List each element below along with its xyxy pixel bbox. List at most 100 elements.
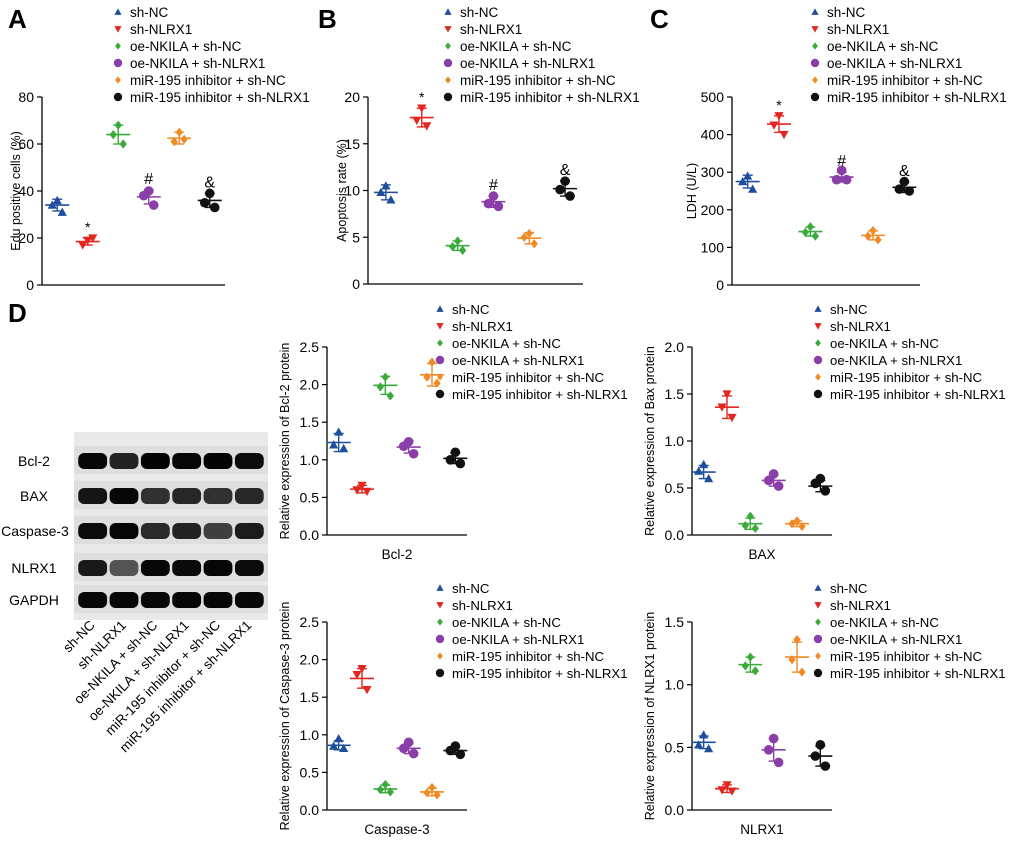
significance-mark: # bbox=[489, 177, 498, 194]
data-point bbox=[773, 481, 784, 491]
legend-label: miR-195 inhibitor + sh-NLRX1 bbox=[130, 90, 310, 105]
legend-marker bbox=[437, 373, 443, 381]
data-point bbox=[741, 661, 750, 671]
data-point bbox=[717, 786, 727, 795]
y-tick-label: 0.5 bbox=[665, 739, 685, 755]
legend-marker bbox=[114, 26, 122, 33]
legend-label: sh-NC bbox=[830, 302, 868, 317]
legend-marker bbox=[813, 634, 823, 644]
legend-marker bbox=[437, 652, 443, 660]
y-tick-label: 1.5 bbox=[665, 614, 685, 630]
y-tick-label: 0 bbox=[716, 277, 724, 293]
data-point bbox=[357, 481, 367, 490]
significance-mark: # bbox=[144, 171, 153, 188]
legend-label: miR-195 inhibitor + sh-NC bbox=[452, 370, 605, 385]
data-point bbox=[381, 372, 390, 382]
data-point bbox=[88, 234, 98, 243]
y-axis-title: LDH (U/L) bbox=[685, 163, 699, 219]
y-tick-label: 0.0 bbox=[665, 802, 685, 818]
data-point bbox=[445, 455, 456, 465]
significance-mark: & bbox=[204, 174, 215, 191]
legend-marker bbox=[113, 58, 123, 68]
data-point bbox=[560, 176, 570, 186]
data-point bbox=[376, 187, 386, 197]
data-point bbox=[199, 197, 210, 208]
data-point bbox=[694, 466, 704, 475]
y-tick-label: 15 bbox=[344, 136, 360, 152]
data-point bbox=[727, 413, 737, 423]
data-point bbox=[793, 634, 801, 645]
y-tick-label: 20 bbox=[344, 89, 360, 105]
data-point bbox=[458, 245, 467, 255]
legend-label: oe-NKILA + sh-NLRX1 bbox=[827, 56, 962, 71]
data-point bbox=[748, 184, 758, 193]
blot-band bbox=[109, 560, 139, 576]
data-point bbox=[433, 790, 441, 800]
data-point bbox=[329, 741, 339, 750]
data-point bbox=[836, 165, 847, 176]
legend-marker bbox=[815, 652, 821, 660]
data-point bbox=[741, 521, 750, 531]
data-point bbox=[417, 104, 427, 113]
data-point bbox=[899, 176, 910, 187]
data-point bbox=[455, 458, 466, 469]
y-tick-label: 300 bbox=[701, 164, 725, 180]
data-point bbox=[864, 231, 872, 241]
legend-label: sh-NC bbox=[452, 581, 490, 596]
y-tick-label: 1.5 bbox=[300, 414, 320, 430]
blot-band bbox=[203, 523, 233, 539]
data-point bbox=[769, 121, 779, 130]
legend-marker bbox=[811, 8, 819, 15]
blot-band bbox=[109, 523, 139, 539]
data-point bbox=[717, 403, 727, 412]
data-point bbox=[57, 207, 67, 216]
data-point bbox=[738, 177, 748, 186]
data-point bbox=[357, 664, 367, 674]
data-point bbox=[334, 427, 344, 436]
y-tick-label: 0.0 bbox=[665, 527, 685, 543]
legend-label: miR-195 inhibitor + sh-NLRX1 bbox=[830, 666, 1006, 681]
data-point bbox=[339, 443, 349, 453]
data-point bbox=[138, 190, 149, 201]
x-axis-title: Bcl-2 bbox=[382, 547, 413, 562]
blot-row-label: BAX bbox=[20, 488, 49, 504]
data-point bbox=[148, 200, 159, 210]
data-point bbox=[352, 670, 362, 680]
legend: sh-NC sh-NLRX1 oe-NKILA + sh-NC oe-NKILA + … bbox=[113, 5, 310, 105]
data-point bbox=[329, 440, 339, 449]
legend: sh-NC sh-NLRX1 oe-NKILA + sh-NC oe-NKILA + … bbox=[810, 5, 1007, 105]
data-point bbox=[119, 139, 127, 149]
blot-band bbox=[109, 453, 139, 469]
y-axis-title: Relative expression of Caspase-3 protein bbox=[278, 602, 292, 831]
legend-label: miR-195 inhibitor + sh-NC bbox=[460, 73, 616, 88]
legend-marker bbox=[435, 355, 445, 365]
legend: sh-NC sh-NLRX1 oe-NKILA + sh-NC oe-NKILA + … bbox=[813, 581, 1006, 681]
legend-marker bbox=[436, 305, 444, 312]
y-tick-label: 0 bbox=[352, 276, 360, 292]
blot-band bbox=[203, 592, 233, 608]
data-point bbox=[339, 743, 349, 753]
legend-label: sh-NLRX1 bbox=[452, 319, 513, 334]
legend-label: oe-NKILA + sh-NC bbox=[460, 39, 572, 54]
y-axis-title: Relative expression of NLRX1 protein bbox=[643, 612, 657, 820]
legend-marker bbox=[814, 323, 822, 330]
legend-label: oe-NKILA + sh-NLRX1 bbox=[452, 353, 584, 368]
data-point bbox=[806, 222, 815, 232]
data-point bbox=[412, 116, 422, 125]
data-point bbox=[376, 785, 385, 795]
data-point bbox=[47, 200, 57, 209]
legend-marker bbox=[444, 8, 452, 15]
legend-label: miR-195 inhibitor + sh-NLRX1 bbox=[827, 90, 1007, 105]
y-axis-title: Relative expression of Bax protein bbox=[643, 346, 657, 536]
legend-marker bbox=[814, 602, 822, 609]
data-point bbox=[788, 655, 796, 665]
data-point bbox=[727, 787, 737, 796]
data-point bbox=[774, 112, 784, 121]
legend-marker bbox=[435, 668, 445, 678]
legend-label: miR-195 inhibitor + sh-NLRX1 bbox=[452, 387, 628, 402]
blot-band bbox=[203, 560, 233, 576]
x-axis-title: BAX bbox=[748, 547, 775, 562]
data-point bbox=[376, 382, 385, 392]
legend-label: oe-NKILA + sh-NC bbox=[452, 336, 561, 351]
western-blot: Bcl-2BAXCaspase-3NLRX1GAPDHsh-NCsh-NLRX1… bbox=[1, 432, 268, 755]
